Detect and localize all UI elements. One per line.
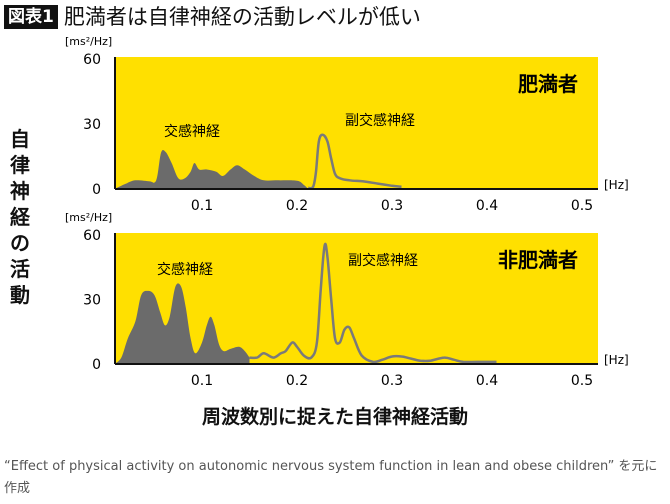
y-unit-label: [ms²/Hz] xyxy=(65,211,112,224)
sympathetic-label: 交感神経 xyxy=(164,123,220,140)
x-tick-label: 0.4 xyxy=(476,198,498,214)
x-tick-label: 0.5 xyxy=(571,373,593,389)
panel-non-obese: [ms²/Hz] 60 30 0 0.1 0.2 0.3 0.4 0.5 [Hz] 非肥満者交感神経… xyxy=(65,211,629,389)
y-axis-label: 自律神経の活動 xyxy=(10,127,30,307)
x-unit-label: [Hz] xyxy=(604,353,629,367)
panel-title: 肥満者 xyxy=(518,72,578,96)
x-tick-label: 0.3 xyxy=(381,198,403,214)
x-tick-label: 0.2 xyxy=(286,198,308,214)
parasympathetic-label: 副交感神経 xyxy=(348,252,418,269)
parasympathetic-line xyxy=(308,133,402,190)
x-tick-label: 0.4 xyxy=(476,373,498,389)
source-note: “Effect of physical activity on autonomi… xyxy=(4,459,658,496)
parasympathetic-line xyxy=(249,242,497,364)
parasympathetic-label: 副交感神経 xyxy=(345,112,415,129)
x-tick-label: 0.5 xyxy=(571,198,593,214)
y-tick-label: 30 xyxy=(83,117,101,133)
sympathetic-area xyxy=(114,149,309,189)
sympathetic-label: 交感神経 xyxy=(157,261,213,278)
x-axis-label: 周波数別に捉えた自律神経活動 xyxy=(201,406,468,428)
y-tick-label: 0 xyxy=(92,182,101,198)
y-unit-label: [ms²/Hz] xyxy=(65,35,112,48)
y-tick-label: 0 xyxy=(92,357,101,373)
chart-title: 肥満者は自律神経の活動レベルが低い xyxy=(63,5,421,29)
x-tick-label: 0.1 xyxy=(191,373,213,389)
y-tick-label: 60 xyxy=(83,228,101,244)
chart-header: 図表1 肥満者は自律神経の活動レベルが低い xyxy=(4,4,421,30)
panel-title: 非肥満者 xyxy=(498,248,578,272)
x-tick-label: 0.1 xyxy=(191,198,213,214)
y-tick-label: 30 xyxy=(83,293,101,309)
y-tick-label: 60 xyxy=(83,52,101,68)
x-unit-label: [Hz] xyxy=(604,178,629,192)
figure-badge: 図表1 xyxy=(4,5,58,29)
x-tick-label: 0.2 xyxy=(286,373,308,389)
sympathetic-area xyxy=(114,283,250,364)
x-tick-label: 0.3 xyxy=(381,373,403,389)
